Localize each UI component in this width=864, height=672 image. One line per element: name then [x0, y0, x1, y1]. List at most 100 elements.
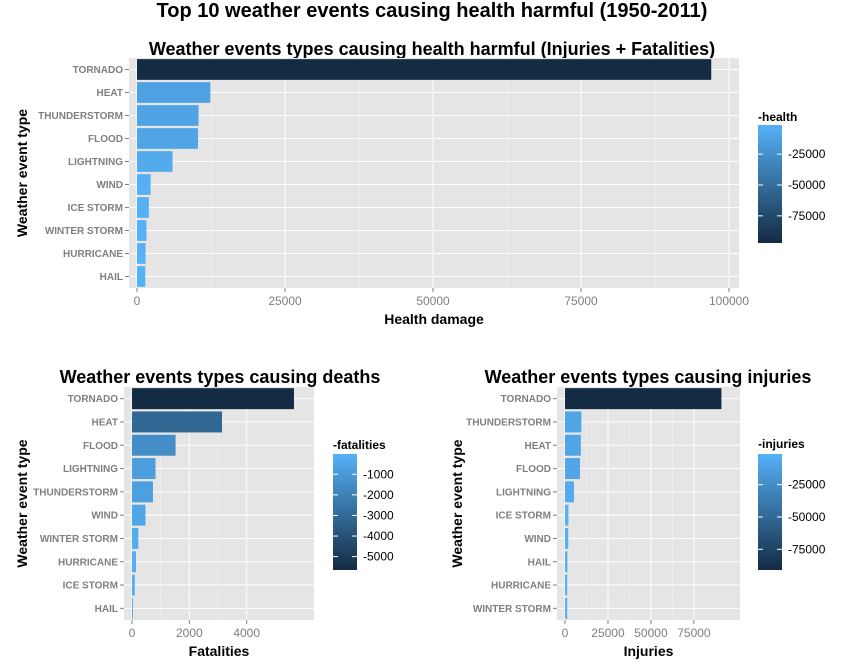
- y-tick-label: FLOOD: [88, 134, 123, 145]
- x-axis-title: Fatalities: [189, 643, 250, 659]
- y-tick-label: WIND: [96, 180, 123, 191]
- bar-heat: [565, 434, 581, 456]
- legend-title: -health: [758, 110, 797, 124]
- bar-thunderstorm: [137, 105, 199, 126]
- plot-panel: [129, 58, 739, 288]
- y-tick-label: TORNADO: [501, 394, 552, 405]
- bar-ice-storm: [137, 197, 149, 218]
- bar-tornado: [137, 59, 712, 80]
- bar-hail: [137, 266, 146, 287]
- chart-injuries: Weather events types causing injuries TOR…: [449, 367, 826, 659]
- y-tick-label: WINTER STORM: [473, 604, 551, 615]
- y-tick-label: WIND: [524, 534, 551, 545]
- bar-lightning: [565, 481, 574, 503]
- legend-title: -fatalities: [333, 438, 386, 452]
- legend-label: -4000: [363, 529, 394, 543]
- chart-title: Weather events types causing injuries: [485, 367, 812, 387]
- y-tick-label: WINTER STORM: [40, 534, 118, 545]
- x-axis-title: Injuries: [624, 643, 674, 659]
- legend-label: -75000: [788, 209, 826, 223]
- x-tick-label: 75000: [564, 294, 598, 308]
- chart-fatalities: Weather events types causing deaths TORNA…: [14, 367, 394, 659]
- bar-lightning: [132, 458, 156, 480]
- x-tick-label: 100000: [709, 294, 749, 308]
- bar-thunderstorm: [132, 481, 153, 503]
- bar-wind: [565, 527, 569, 549]
- y-tick-label: HURRICANE: [58, 557, 118, 568]
- plot-panel: [557, 387, 740, 620]
- y-tick-label: HAIL: [95, 604, 118, 615]
- bar-heat: [137, 82, 211, 103]
- y-axis-title: Weather event type: [14, 439, 30, 567]
- legend-label: -50000: [788, 510, 826, 524]
- y-tick-label: TORNADO: [73, 65, 124, 76]
- legend-label: -2000: [363, 488, 394, 502]
- figure-title: Top 10 weather events causing health har…: [157, 0, 708, 22]
- x-tick-label: 50000: [634, 626, 668, 640]
- x-tick-label: 50000: [416, 294, 450, 308]
- y-axis-title: Weather event type: [14, 109, 30, 237]
- y-tick-label: HEAT: [97, 88, 123, 99]
- x-tick-label: 75000: [677, 626, 711, 640]
- bar-hail: [565, 551, 568, 573]
- legend-colorbar: [333, 454, 357, 570]
- y-tick-label: LIGHTNING: [63, 464, 118, 475]
- y-tick-label: ICE STORM: [63, 581, 118, 592]
- x-tick-label: 0: [129, 626, 136, 640]
- x-axis-title: Health damage: [384, 311, 484, 327]
- y-tick-label: HEAT: [525, 441, 551, 452]
- bar-hurricane: [132, 551, 137, 573]
- bar-winter-storm: [137, 220, 147, 241]
- y-tick-label: TORNADO: [68, 394, 119, 405]
- bar-wind: [132, 504, 146, 526]
- y-tick-label: HAIL: [528, 557, 551, 568]
- y-tick-label: WIND: [91, 511, 118, 522]
- y-tick-label: ICE STORM: [68, 203, 123, 214]
- y-tick-label: THUNDERSTORM: [38, 111, 123, 122]
- y-tick-label: FLOOD: [83, 441, 118, 452]
- y-tick-label: FLOOD: [516, 464, 551, 475]
- legend-colorbar: [758, 454, 782, 570]
- legend-label: -25000: [788, 478, 826, 492]
- y-tick-label: HURRICANE: [491, 581, 551, 592]
- chart-title: Weather events types causing deaths: [60, 367, 381, 387]
- x-tick-label: 4000: [233, 626, 260, 640]
- legend-label: -5000: [363, 550, 394, 564]
- chart-health: Weather events types causing health harm…: [14, 39, 826, 327]
- y-tick-label: HAIL: [100, 272, 123, 283]
- bar-tornado: [565, 388, 722, 410]
- y-tick-label: WINTER STORM: [45, 226, 123, 237]
- bar-tornado: [132, 388, 294, 410]
- bar-heat: [132, 411, 223, 433]
- chart-title: Weather events types causing health harm…: [149, 39, 715, 59]
- bar-thunderstorm: [565, 411, 582, 433]
- bar-flood: [565, 458, 580, 480]
- bar-winter-storm: [132, 527, 139, 549]
- bar-wind: [137, 174, 151, 195]
- y-tick-label: THUNDERSTORM: [466, 417, 551, 428]
- bar-lightning: [137, 151, 173, 172]
- y-axis-title: Weather event type: [449, 439, 465, 567]
- x-tick-label: 25000: [591, 626, 625, 640]
- y-tick-label: HURRICANE: [63, 249, 123, 260]
- bar-hurricane: [565, 574, 568, 596]
- y-tick-label: ICE STORM: [496, 511, 551, 522]
- bar-ice-storm: [132, 574, 135, 596]
- legend-label: -25000: [788, 147, 826, 161]
- legend-colorbar: [758, 125, 782, 243]
- legend-label: -75000: [788, 542, 826, 556]
- y-tick-label: HEAT: [92, 417, 118, 428]
- bar-flood: [137, 128, 198, 149]
- bar-ice-storm: [565, 504, 569, 526]
- legend-label: -1000: [363, 467, 394, 481]
- y-tick-label: THUNDERSTORM: [33, 487, 118, 498]
- bar-hail: [132, 597, 133, 619]
- x-tick-label: 0: [562, 626, 569, 640]
- x-tick-label: 2000: [176, 626, 203, 640]
- y-tick-label: LIGHTNING: [68, 157, 123, 168]
- bar-flood: [132, 434, 176, 456]
- bar-hurricane: [137, 243, 146, 264]
- x-tick-label: 0: [134, 294, 141, 308]
- bar-winter-storm: [565, 597, 568, 619]
